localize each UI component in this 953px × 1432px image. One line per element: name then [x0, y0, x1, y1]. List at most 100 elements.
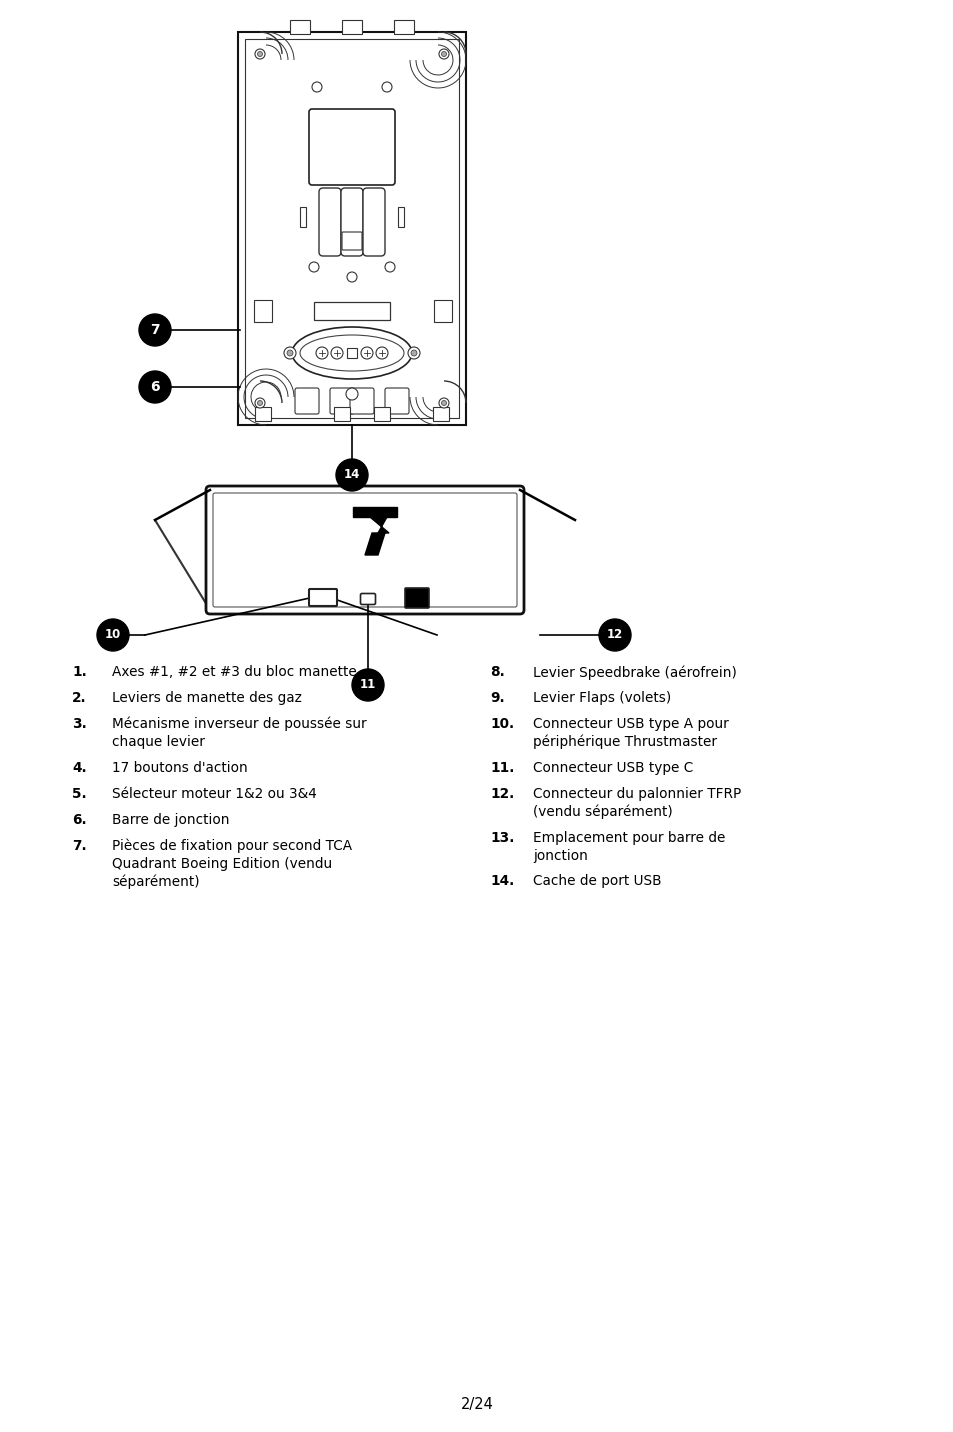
- Circle shape: [441, 52, 446, 56]
- FancyBboxPatch shape: [340, 188, 363, 256]
- Bar: [254, 407, 271, 421]
- Bar: [347, 348, 356, 358]
- Bar: [314, 302, 390, 319]
- Text: Connecteur USB type C: Connecteur USB type C: [533, 760, 693, 775]
- Polygon shape: [365, 533, 385, 556]
- Circle shape: [352, 669, 384, 702]
- Text: 2/24: 2/24: [460, 1398, 493, 1412]
- FancyBboxPatch shape: [206, 485, 523, 614]
- Circle shape: [438, 49, 449, 59]
- Text: Levier Flaps (volets): Levier Flaps (volets): [533, 692, 671, 705]
- Circle shape: [257, 52, 262, 56]
- FancyBboxPatch shape: [213, 493, 517, 607]
- Text: 9.: 9.: [490, 692, 504, 705]
- Circle shape: [254, 49, 265, 59]
- Circle shape: [346, 388, 357, 400]
- Bar: [290, 20, 310, 34]
- Ellipse shape: [292, 326, 412, 379]
- Text: Axes #1, #2 et #3 du bloc manette: Axes #1, #2 et #3 du bloc manette: [112, 664, 356, 679]
- Circle shape: [254, 398, 265, 408]
- FancyBboxPatch shape: [405, 589, 429, 609]
- Text: 1.: 1.: [71, 664, 87, 679]
- Circle shape: [408, 347, 419, 359]
- Text: Emplacement pour barre de: Emplacement pour barre de: [533, 831, 724, 845]
- Text: 14: 14: [343, 468, 360, 481]
- Text: séparément): séparément): [112, 875, 199, 889]
- Text: Leviers de manette des gaz: Leviers de manette des gaz: [112, 692, 301, 705]
- Text: 10.: 10.: [490, 717, 514, 730]
- Text: périphérique Thrustmaster: périphérique Thrustmaster: [533, 735, 717, 749]
- Text: 11.: 11.: [490, 760, 514, 775]
- Circle shape: [385, 262, 395, 272]
- Bar: [299, 208, 306, 228]
- Bar: [394, 20, 414, 34]
- Text: 7: 7: [150, 324, 160, 337]
- Circle shape: [257, 401, 262, 405]
- FancyBboxPatch shape: [341, 232, 361, 251]
- Circle shape: [139, 314, 171, 347]
- Circle shape: [438, 398, 449, 408]
- Text: Sélecteur moteur 1&2 ou 3&4: Sélecteur moteur 1&2 ou 3&4: [112, 786, 316, 800]
- Text: 12.: 12.: [490, 786, 514, 800]
- Circle shape: [381, 82, 392, 92]
- Text: 6: 6: [150, 379, 160, 394]
- Text: 13.: 13.: [490, 831, 514, 845]
- Text: chaque levier: chaque levier: [112, 735, 205, 749]
- Text: 2.: 2.: [71, 692, 87, 705]
- Circle shape: [441, 401, 446, 405]
- Circle shape: [347, 272, 356, 282]
- Polygon shape: [370, 517, 389, 533]
- Text: Levier Speedbrake (aérofrein): Levier Speedbrake (aérofrein): [533, 664, 736, 680]
- Circle shape: [312, 82, 322, 92]
- Text: 4.: 4.: [71, 760, 87, 775]
- Bar: [374, 407, 390, 421]
- Circle shape: [360, 347, 373, 359]
- Polygon shape: [353, 507, 396, 517]
- Circle shape: [375, 347, 388, 359]
- FancyBboxPatch shape: [350, 388, 374, 414]
- Text: 8.: 8.: [490, 664, 504, 679]
- FancyBboxPatch shape: [360, 593, 375, 604]
- Text: Connecteur du palonnier TFRP: Connecteur du palonnier TFRP: [533, 786, 740, 800]
- Circle shape: [97, 619, 129, 652]
- Text: Connecteur USB type A pour: Connecteur USB type A pour: [533, 717, 728, 730]
- Text: Quadrant Boeing Edition (vendu: Quadrant Boeing Edition (vendu: [112, 856, 332, 871]
- Bar: [397, 208, 403, 228]
- Circle shape: [411, 349, 416, 357]
- Text: Pièces de fixation pour second TCA: Pièces de fixation pour second TCA: [112, 839, 352, 853]
- FancyBboxPatch shape: [318, 188, 340, 256]
- Text: 17 boutons d'action: 17 boutons d'action: [112, 760, 248, 775]
- Text: 12: 12: [606, 629, 622, 642]
- Ellipse shape: [299, 335, 403, 371]
- Text: 3.: 3.: [71, 717, 87, 730]
- FancyBboxPatch shape: [363, 188, 385, 256]
- Circle shape: [315, 347, 328, 359]
- Bar: [434, 299, 452, 322]
- Circle shape: [139, 371, 171, 402]
- Bar: [253, 299, 272, 322]
- Text: Barre de jonction: Barre de jonction: [112, 812, 230, 826]
- Text: 6.: 6.: [71, 812, 87, 826]
- Bar: [334, 407, 350, 421]
- Text: jonction: jonction: [533, 849, 587, 862]
- FancyBboxPatch shape: [309, 589, 336, 606]
- Text: 5.: 5.: [71, 786, 87, 800]
- Text: 11: 11: [359, 679, 375, 692]
- Text: Cache de port USB: Cache de port USB: [533, 875, 660, 888]
- Text: 7.: 7.: [71, 839, 87, 852]
- FancyBboxPatch shape: [245, 39, 458, 418]
- Text: Mécanisme inverseur de poussée sur: Mécanisme inverseur de poussée sur: [112, 717, 366, 732]
- FancyBboxPatch shape: [330, 388, 354, 414]
- FancyBboxPatch shape: [294, 388, 318, 414]
- Circle shape: [331, 347, 343, 359]
- Text: 14.: 14.: [490, 875, 514, 888]
- FancyBboxPatch shape: [309, 109, 395, 185]
- Circle shape: [309, 262, 318, 272]
- Text: 10: 10: [105, 629, 121, 642]
- Bar: [341, 20, 361, 34]
- Circle shape: [335, 460, 368, 491]
- Circle shape: [284, 347, 295, 359]
- Text: (vendu séparément): (vendu séparément): [533, 805, 672, 819]
- Circle shape: [287, 349, 293, 357]
- Circle shape: [598, 619, 630, 652]
